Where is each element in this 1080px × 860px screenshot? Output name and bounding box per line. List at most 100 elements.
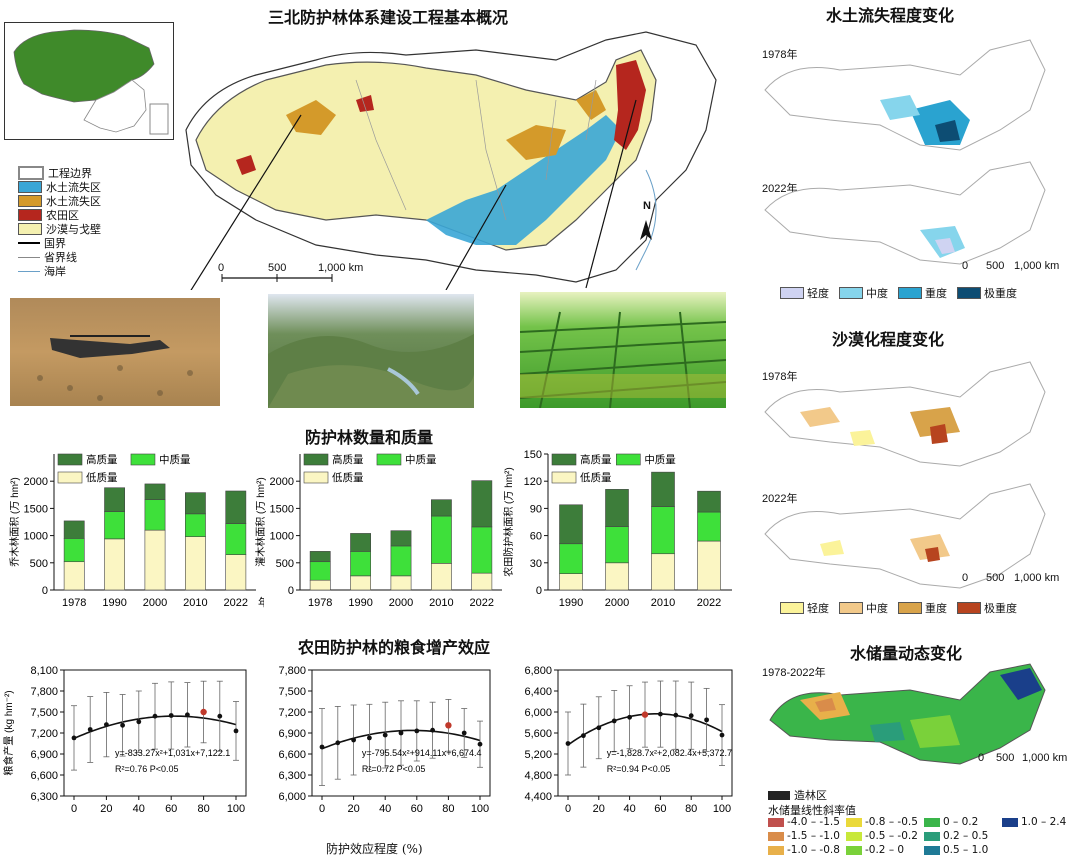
- legend-swatch: [18, 195, 42, 207]
- water-legend-item: 1.0 – 2.4: [1002, 816, 1066, 828]
- legend-swatch: [780, 602, 804, 614]
- water-scale-0: 0: [978, 752, 985, 764]
- x-tick-label: 20: [347, 803, 359, 815]
- x-suffix: 年: [258, 595, 264, 609]
- y-tick-label: 30: [530, 558, 542, 570]
- legend-label: 沙漠与戈壁: [46, 223, 101, 236]
- y-tick-label: 6,800: [524, 665, 552, 677]
- bar-segment: [350, 575, 372, 591]
- water-legend-item: 0.2 – 0.5: [924, 830, 988, 842]
- bar-segment: [185, 513, 206, 537]
- legend-swatch: [551, 471, 577, 484]
- photo-loess-hills: [268, 294, 474, 408]
- legend-label: 中度: [866, 287, 888, 300]
- legend-swatch: [57, 471, 83, 484]
- data-point: [398, 730, 404, 736]
- legend-swatch: [551, 453, 577, 466]
- y-tick-label: 7,200: [278, 707, 306, 719]
- water-period: 1978-2022年: [762, 667, 826, 679]
- data-point: [565, 741, 571, 746]
- map-legend-item: 海岸: [18, 264, 101, 278]
- water-legend-sub: 水储量线性斜率值: [768, 804, 856, 817]
- data-point: [641, 711, 649, 718]
- water-legend-item: 0.5 – 1.0: [924, 844, 988, 856]
- legend-label: 低质量: [332, 471, 364, 484]
- y-tick-label: 500: [30, 558, 48, 570]
- data-point: [445, 722, 452, 729]
- scale-label-0: 0: [218, 262, 225, 274]
- bar-segment: [104, 538, 126, 591]
- x-tick-label: 40: [133, 803, 145, 815]
- bar-segment: [63, 538, 85, 563]
- legend-label: -0.2 – 0: [865, 844, 905, 856]
- soil-scale-0: 0: [962, 260, 969, 272]
- y-axis-label: 粮食产量 (kg hm⁻²): [2, 690, 15, 775]
- legend-swatch: [846, 831, 862, 841]
- y-tick-label: 1000: [270, 531, 294, 543]
- data-point: [581, 733, 586, 739]
- legend-item: 轻度: [780, 600, 829, 616]
- legend-item: 重度: [898, 285, 947, 301]
- data-point: [627, 714, 632, 720]
- legend-label: 重度: [925, 602, 947, 615]
- legend-swatch: [303, 471, 329, 484]
- y-tick-label: 4,400: [524, 791, 552, 803]
- y-tick-label: 7,500: [30, 707, 58, 719]
- afforestation-swatch: [768, 790, 790, 800]
- legend-label: 1.0 – 2.4: [1021, 816, 1067, 828]
- y-axis-label: 农田防护林面积 (万 hm²): [502, 467, 515, 576]
- y-tick-label: 6,900: [30, 749, 58, 761]
- bar-segment: [471, 572, 493, 591]
- x-tick-label: 2010: [651, 597, 675, 609]
- desert-year-1978: 1978年: [762, 371, 798, 383]
- x-tick-label: 2010: [183, 597, 207, 609]
- legend-label: 中质量: [159, 453, 191, 466]
- map-legend-item: 农田区: [18, 208, 101, 222]
- legend-label: 中度: [866, 602, 888, 615]
- y-tick-label: 150: [524, 449, 542, 461]
- x-tick-label: 2022: [470, 597, 494, 609]
- legend-swatch: [780, 287, 804, 299]
- y-axis-label: 乔木林面积 (万 hm²): [8, 477, 21, 566]
- water-legend-item: -1.0 – -0.8: [768, 844, 840, 856]
- bar-segment: [63, 520, 85, 539]
- legend-label: 高质量: [332, 453, 364, 466]
- scale-label-500: 500: [268, 262, 287, 274]
- water-legend-item: -0.2 – 0: [846, 844, 904, 856]
- bar-segment: [605, 526, 629, 564]
- data-point: [382, 732, 388, 738]
- soil-year-1978: 1978年: [762, 49, 798, 61]
- bar-segment: [651, 471, 675, 507]
- data-point: [430, 727, 435, 733]
- x-tick-label: 0: [319, 803, 325, 815]
- main-map: [185, 31, 717, 290]
- legend-swatch: [18, 223, 42, 235]
- section-title-yield: 农田防护林的粮食增产效应: [298, 638, 491, 657]
- map-legend-item: 国界: [18, 236, 101, 250]
- y-tick-label: 6,300: [30, 791, 58, 803]
- bar-segment: [605, 562, 629, 591]
- data-point: [136, 719, 142, 725]
- legend-swatch: [376, 453, 402, 466]
- legend-item: 极重度: [957, 285, 1017, 301]
- legend-label: 省界线: [44, 251, 77, 264]
- scatter-chart-yield-3: 4,400 4,800 5,200 5,600 6,000 6,400 6,800 0 20 40…: [524, 665, 733, 815]
- map-legend-item: 水土流失区: [18, 180, 101, 194]
- legend-item: 中度: [839, 600, 888, 616]
- desert-legend: 轻度 中度 重度 极重度: [780, 600, 1017, 616]
- desert-scale-1000: 1,000 km: [1014, 572, 1060, 584]
- water-legend-head: 造林区: [794, 789, 827, 802]
- legend-swatch: [1002, 817, 1018, 827]
- y-tick-label: 6,000: [278, 791, 306, 803]
- y-tick-label: 120: [524, 476, 542, 488]
- section-title-quantity: 防护林数量和质量: [305, 428, 434, 447]
- water-legend-item: -0.8 – -0.5: [846, 816, 918, 828]
- desert-scale-0: 0: [962, 572, 969, 584]
- legend-swatch: [57, 453, 83, 466]
- legend-label: 水土流失区: [46, 195, 101, 208]
- legend-label: -0.5 – -0.2: [865, 830, 918, 842]
- y-tick-label: 5,600: [524, 728, 552, 740]
- soil-legend: 轻度 中度 重度 极重度: [780, 285, 1017, 301]
- legend-swatch: [839, 602, 863, 614]
- data-point: [688, 713, 694, 719]
